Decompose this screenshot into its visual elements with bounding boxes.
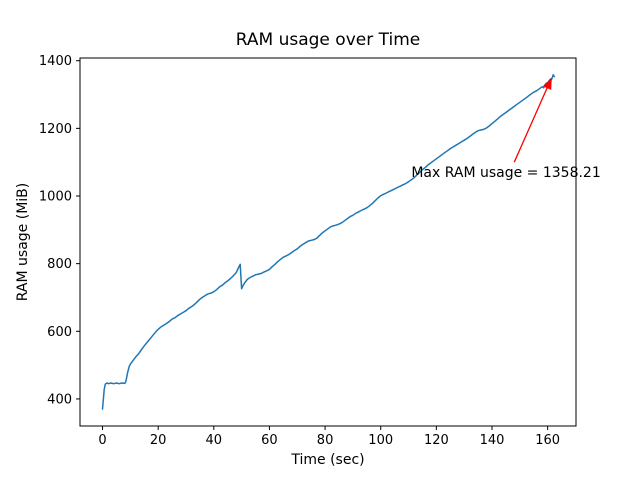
y-tick-label: 800 [47, 257, 72, 272]
axes-spines [79, 57, 577, 427]
x-axis-label: Time (sec) [290, 452, 364, 468]
x-tick-label: 160 [535, 433, 560, 448]
x-tick-label: 80 [317, 433, 334, 448]
y-tick-label: 1000 [39, 190, 72, 205]
max-annotation-arrow [513, 77, 552, 163]
y-tick-label: 600 [47, 325, 72, 340]
x-tick-label: 100 [368, 433, 393, 448]
x-tick-label: 20 [150, 433, 167, 448]
x-tick-label: 140 [480, 433, 505, 448]
chart-title: RAM usage over Time [236, 30, 420, 50]
max-annotation-text: Max RAM usage = 1358.21 [411, 165, 600, 181]
y-axis-label: RAM usage (MiB) [15, 183, 31, 301]
x-tick-label: 120 [424, 433, 449, 448]
x-tick-label: 40 [206, 433, 223, 448]
x-tick-label: 60 [261, 433, 278, 448]
y-tick-label: 1200 [39, 122, 72, 137]
x-tick-label: 0 [98, 433, 106, 448]
ram-usage-line [101, 74, 556, 410]
y-tick-label: 400 [47, 392, 72, 407]
y-tick-label: 1400 [39, 54, 72, 69]
